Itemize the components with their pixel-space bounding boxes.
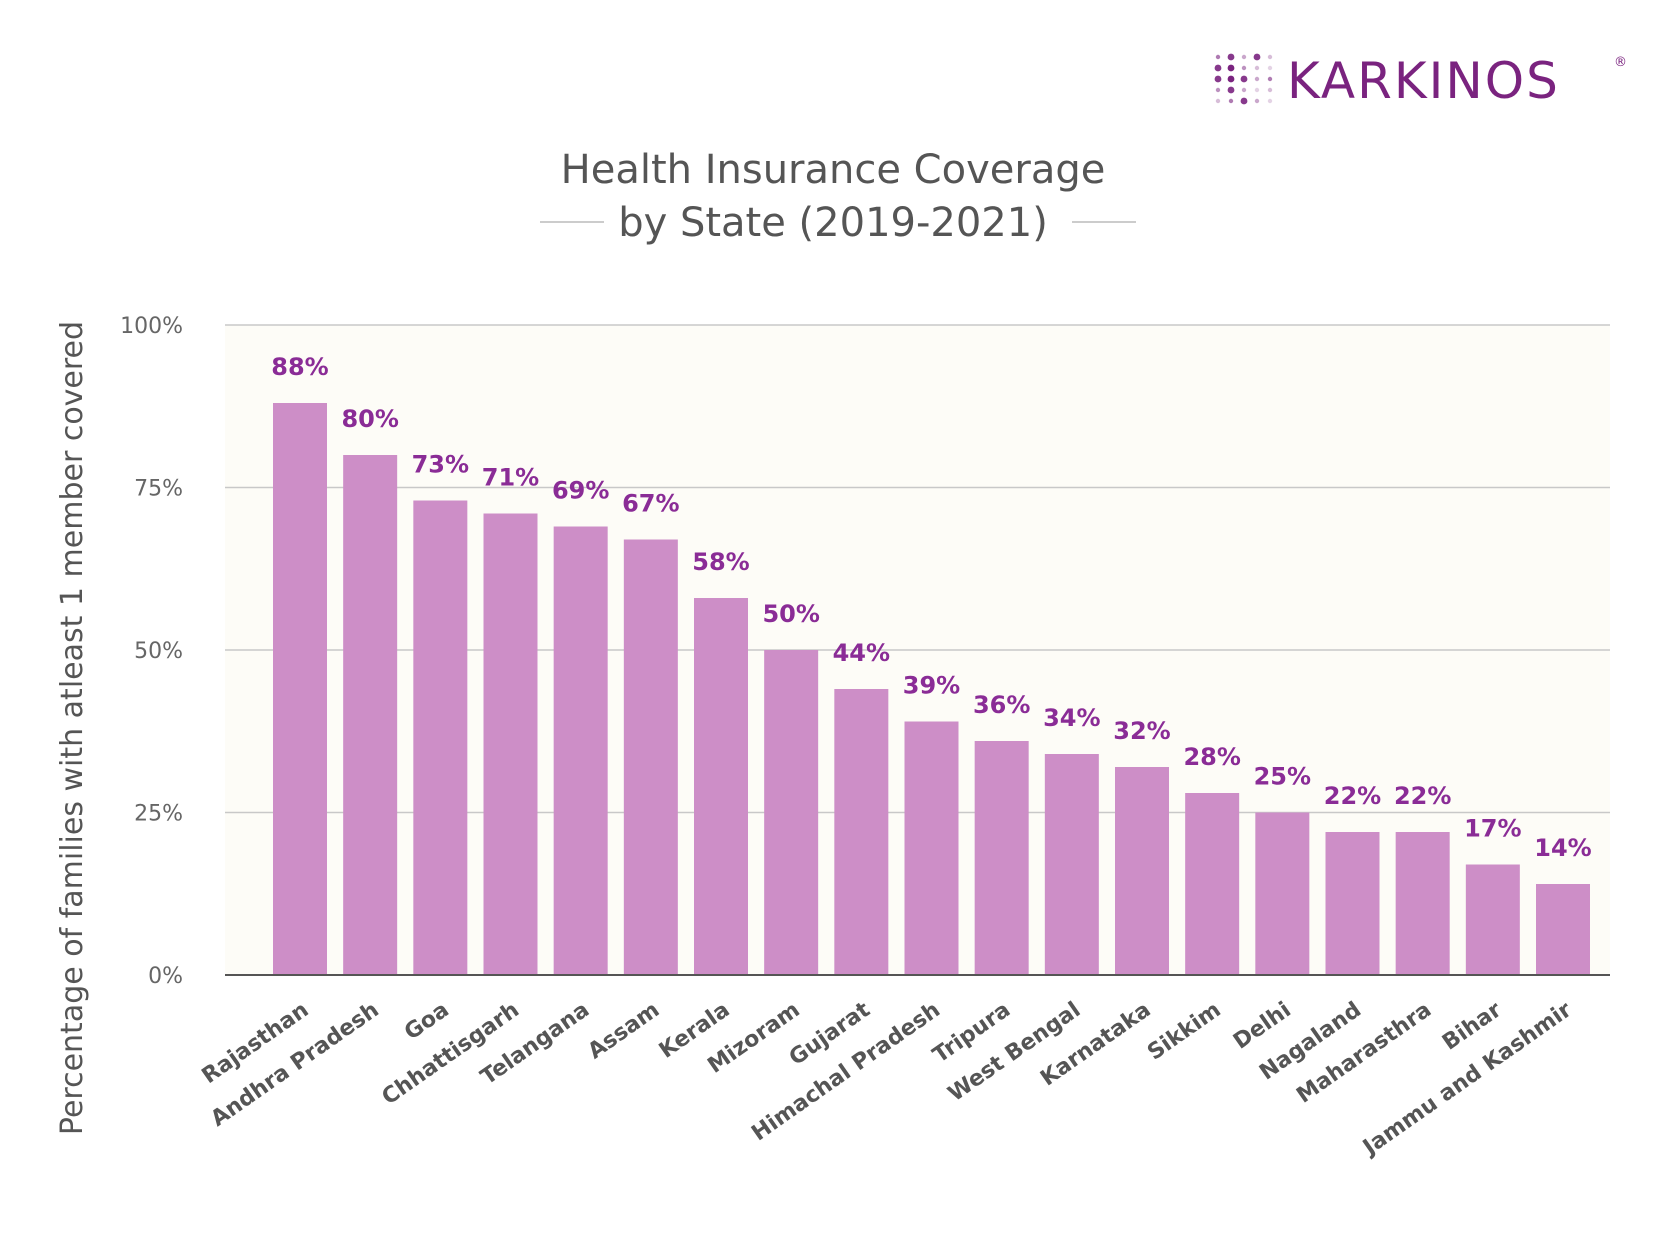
- bar: [413, 500, 468, 975]
- logo-dot: [1215, 54, 1221, 60]
- data-label: 44%: [833, 639, 890, 667]
- bar: [343, 455, 398, 975]
- logo-dot: [1253, 53, 1261, 61]
- logo-dot: [1254, 76, 1260, 82]
- logo-dot: [1267, 54, 1273, 60]
- bar: [1115, 767, 1169, 975]
- data-label: 73%: [412, 451, 469, 479]
- brand-logo: KARKINOS ®: [1214, 52, 1627, 110]
- data-label: 17%: [1464, 815, 1521, 843]
- data-label: 39%: [903, 672, 960, 700]
- bars: [273, 403, 1590, 975]
- category-label: Goa: [400, 997, 454, 1045]
- bar: [1395, 832, 1450, 975]
- data-label: 32%: [1113, 717, 1170, 745]
- bar: [1044, 754, 1099, 975]
- bar: [483, 513, 538, 975]
- data-label: 71%: [482, 464, 539, 492]
- logo-dot: [1254, 98, 1260, 104]
- brand-name: KARKINOS: [1287, 52, 1560, 110]
- data-label: 28%: [1183, 743, 1240, 771]
- bar: [1325, 832, 1380, 975]
- bar: [974, 741, 1029, 975]
- logo-dot: [1227, 86, 1235, 94]
- logo-dot: [1215, 98, 1221, 104]
- logo-dot: [1267, 87, 1273, 93]
- category-label: Assam: [584, 997, 665, 1064]
- bar: [553, 526, 608, 975]
- bar: [1185, 793, 1240, 975]
- bar: [834, 689, 889, 975]
- y-tick-label: 25%: [134, 802, 183, 827]
- logo-dot: [1227, 64, 1235, 72]
- bar: [1465, 864, 1520, 975]
- logo-dot: [1228, 98, 1234, 104]
- chart-title-line-2: by State (2019-2021): [618, 200, 1048, 246]
- data-label: 25%: [1254, 763, 1311, 791]
- data-label: 88%: [271, 353, 328, 381]
- data-label: 22%: [1324, 782, 1381, 810]
- data-label: 69%: [552, 477, 609, 505]
- logo-dot: [1241, 54, 1247, 60]
- logo-dot: [1267, 65, 1273, 71]
- logo-dot: [1214, 75, 1222, 83]
- category-label: Sikkim: [1143, 997, 1225, 1065]
- data-label: 22%: [1394, 782, 1451, 810]
- y-axis-ticks: 0% 25% 50% 75% 100%: [120, 314, 183, 989]
- y-axis-title: Percentage of families with atleast 1 me…: [55, 321, 90, 1135]
- bar: [623, 539, 678, 975]
- bar: [1536, 884, 1590, 975]
- logo-dot: [1241, 87, 1247, 93]
- logo-dot: [1240, 75, 1248, 83]
- y-tick-label: 50%: [134, 639, 183, 664]
- logo-dot: [1267, 76, 1273, 82]
- y-tick-label: 0%: [148, 964, 183, 989]
- bar: [1255, 812, 1310, 975]
- bar: [904, 721, 959, 975]
- chart-title-line-1: Health Insurance Coverage: [561, 147, 1106, 193]
- bar: [273, 403, 327, 975]
- data-labels: 88% 80% 73% 71% 69% 67% 58% 50% 44% 39% 36% 34% 32% 2…: [271, 353, 1591, 862]
- y-tick-label: 75%: [134, 477, 183, 502]
- logo-dot: [1214, 64, 1222, 72]
- data-label: 58%: [692, 548, 749, 576]
- y-tick-label: 100%: [120, 314, 183, 339]
- logo-dot: [1215, 87, 1221, 93]
- registered-mark: ®: [1614, 55, 1627, 70]
- logo-dot: [1241, 65, 1247, 71]
- data-label: 34%: [1043, 704, 1100, 732]
- data-label: 50%: [762, 600, 819, 628]
- data-label: 36%: [973, 691, 1030, 719]
- logo-dot: [1254, 87, 1260, 93]
- data-label: 80%: [341, 405, 398, 433]
- logo-dot: [1240, 97, 1248, 105]
- data-label: 14%: [1534, 834, 1591, 862]
- bar: [764, 650, 819, 975]
- bar: [694, 598, 748, 975]
- logo-dot: [1227, 53, 1235, 61]
- logo-dot: [1267, 98, 1273, 104]
- data-label: 67%: [622, 490, 679, 518]
- logo-dot: [1254, 65, 1260, 71]
- logo-dot: [1227, 75, 1235, 83]
- logo-dots-icon: [1214, 53, 1273, 105]
